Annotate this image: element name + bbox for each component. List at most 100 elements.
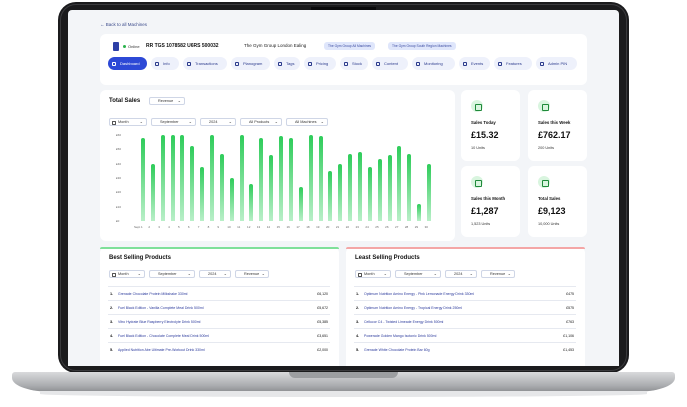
metric-select[interactable]: Revenue xyxy=(149,97,185,105)
year-select[interactable]: 2024 xyxy=(445,270,477,278)
y-tick-label: £50 xyxy=(116,147,122,152)
tab-events[interactable]: Events xyxy=(459,57,490,70)
chart-bar[interactable] xyxy=(377,159,382,221)
chart-bar[interactable] xyxy=(239,135,244,221)
stat-label: Sales this Month xyxy=(471,196,506,201)
metric-select[interactable]: Revenue xyxy=(235,270,269,278)
price-icon xyxy=(308,61,312,66)
back-to-machines-link[interactable]: ← Back to all Machines xyxy=(100,22,148,27)
chart-bar[interactable] xyxy=(397,146,402,221)
x-tick-label: 7 xyxy=(197,225,200,229)
list-item[interactable]: 3. Vitro Hydrate Blue Raspberry Electroly… xyxy=(108,314,330,328)
tab-stock[interactable]: Stock xyxy=(340,57,368,70)
box-icon xyxy=(344,61,348,66)
chart-bar[interactable] xyxy=(338,163,343,221)
x-tick-label: 13 xyxy=(256,225,261,229)
chart-bar[interactable] xyxy=(249,183,254,221)
chart-bar[interactable] xyxy=(279,136,284,221)
chart-bar[interactable] xyxy=(318,136,323,221)
sales-today-card: Sales Today £15.32 10 Units xyxy=(461,90,520,161)
card-accent xyxy=(100,247,339,249)
chart-bar[interactable] xyxy=(328,170,333,221)
chart-bar[interactable] xyxy=(140,137,145,221)
chart-bar[interactable] xyxy=(259,137,264,221)
x-tick-label: 16 xyxy=(286,225,290,229)
year-select[interactable]: 2024 xyxy=(200,118,236,126)
chart-bar[interactable] xyxy=(180,135,185,221)
month-select[interactable]: September xyxy=(395,270,441,278)
chart-bar[interactable] xyxy=(210,135,214,221)
x-tick-label: 21 xyxy=(335,225,340,229)
chart-bar[interactable] xyxy=(358,152,362,221)
y-tick-label: £60 xyxy=(116,133,122,137)
tab-tags[interactable]: Tags xyxy=(274,57,300,70)
list-item[interactable]: 5. Applied Nutrition Abe Ultimate Pre-Wor… xyxy=(108,342,330,356)
x-tick-label: 30 xyxy=(424,225,428,229)
stat-units: 10 Units xyxy=(471,146,485,150)
tab-monitoring[interactable]: Monitoring xyxy=(412,57,455,70)
chart-bar[interactable] xyxy=(298,186,303,221)
list-item[interactable]: 1. Optimum Nutrition Amino Energy - Pink … xyxy=(354,286,576,300)
chart-bar[interactable] xyxy=(288,137,293,221)
chart-bar[interactable] xyxy=(407,153,412,221)
chart-bar[interactable] xyxy=(269,155,274,221)
chart-bar[interactable] xyxy=(170,135,175,221)
tab-admin-pin[interactable]: Admin PIN xyxy=(536,57,577,70)
x-tick-label: 5 xyxy=(177,225,180,229)
products-select[interactable]: All Products xyxy=(240,118,282,126)
list-item[interactable]: 2. Fuel Black Edition - Vanilla Complete … xyxy=(108,300,330,314)
chart-bar[interactable] xyxy=(219,153,224,221)
x-tick-label: 11 xyxy=(237,225,241,229)
chart-bar[interactable] xyxy=(387,155,392,221)
month-select[interactable]: September xyxy=(149,270,195,278)
stat-value: £1,287 xyxy=(471,206,499,216)
x-tick-label: 15 xyxy=(276,225,280,229)
period-select[interactable]: Month xyxy=(109,270,145,278)
list-item[interactable]: 4. Fuel Black Edition - Chocolate Complet… xyxy=(108,328,330,342)
chart-bar[interactable] xyxy=(190,146,195,221)
period-select[interactable]: Month xyxy=(109,118,147,126)
metric-select[interactable]: Revenue xyxy=(481,270,515,278)
tab-dashboard[interactable]: Dashboard xyxy=(108,57,147,70)
group-chip[interactable]: The Gym Group South Region Machines xyxy=(388,42,456,50)
tab-features[interactable]: Features xyxy=(494,57,532,70)
chart-bar[interactable] xyxy=(427,163,432,221)
tab-content[interactable]: Content xyxy=(372,57,408,70)
best-selling-title: Best Selling Products xyxy=(109,255,172,261)
tab-pricing[interactable]: Pricing xyxy=(304,57,336,70)
x-tick-label: 29 xyxy=(414,225,419,229)
x-tick-label: 8 xyxy=(207,225,210,229)
group-chip[interactable]: The Gym Group All Machines xyxy=(324,42,376,50)
list-item[interactable]: 5. Grenade White Chocolate Protein Bar 60… xyxy=(354,342,576,356)
lock-icon xyxy=(540,61,544,66)
y-tick-label: £30 xyxy=(116,176,122,180)
star-icon xyxy=(498,61,502,66)
list-item[interactable]: 2. Optimum Nutrition Amino Energy - Tropi… xyxy=(354,300,576,314)
tab-planogram[interactable]: Planogram xyxy=(231,57,270,70)
period-select[interactable]: Month xyxy=(355,270,391,278)
tab-info[interactable]: Info xyxy=(151,57,179,70)
calendar-icon xyxy=(538,176,550,188)
chart-bar[interactable] xyxy=(367,166,372,221)
year-select[interactable]: 2024 xyxy=(199,270,231,278)
list-item[interactable]: 3. Cellucor C4 - Twisted Limeade Energy D… xyxy=(354,314,576,328)
total-sales-stat-card: Total Sales £9,123 10,000 Units xyxy=(528,166,587,237)
x-tick-label: 24 xyxy=(365,225,369,229)
chart-bar[interactable] xyxy=(160,135,165,221)
chart-bar[interactable] xyxy=(229,178,234,221)
chart-bar[interactable] xyxy=(200,166,205,221)
least-selling-card: Least Selling Products Month September 2… xyxy=(346,247,585,366)
month-select[interactable]: September xyxy=(151,118,196,126)
chart-bar[interactable] xyxy=(417,203,422,221)
chart-bar[interactable] xyxy=(348,153,353,221)
chart-bar[interactable] xyxy=(150,163,155,221)
x-tick-label: 22 xyxy=(345,225,350,229)
list-item[interactable]: 1. Grenade Chocolate Protein Milkshake 33… xyxy=(108,286,330,300)
laptop-bezel xyxy=(60,4,627,371)
chart-bar[interactable] xyxy=(308,135,313,221)
list-item[interactable]: 4. Powerade Golden Mango Isotonic Drink 5… xyxy=(354,328,576,342)
tab-transactions[interactable]: Transactions xyxy=(183,57,227,70)
x-tick-label: 28 xyxy=(404,225,409,229)
calendar-icon xyxy=(112,273,116,277)
machines-select[interactable]: All Machines xyxy=(286,118,328,126)
